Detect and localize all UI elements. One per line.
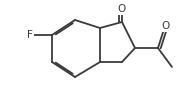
Text: O: O xyxy=(118,4,126,14)
Text: O: O xyxy=(161,21,169,31)
Text: F: F xyxy=(27,30,33,40)
